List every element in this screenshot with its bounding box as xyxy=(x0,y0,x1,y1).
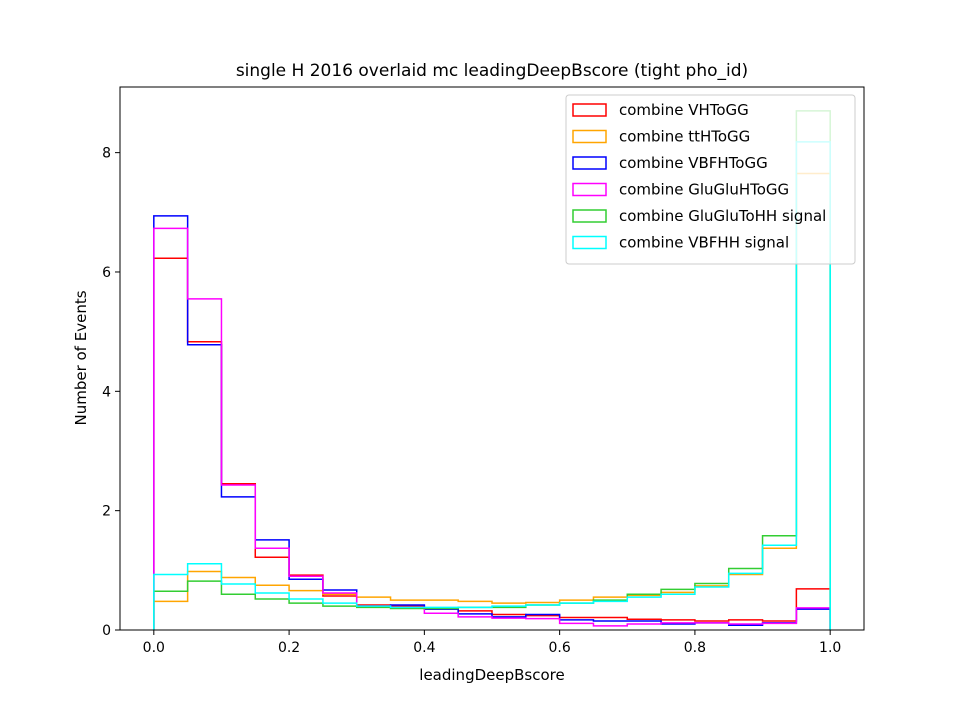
legend-label: combine VBFHToGG xyxy=(619,154,768,172)
legend-swatch xyxy=(572,209,607,223)
x-tick-label: 1.0 xyxy=(819,640,841,656)
legend-swatch xyxy=(572,156,607,170)
histogram-series-4 xyxy=(153,227,831,630)
y-tick-label: 4 xyxy=(102,384,111,400)
legend-label: combine VHToGG xyxy=(619,101,749,119)
axes-frame xyxy=(119,86,865,631)
x-tick-label: 0.8 xyxy=(684,640,706,656)
legend-swatch xyxy=(572,103,607,117)
legend-label: combine GluGluHToGG xyxy=(619,181,789,199)
legend-swatch xyxy=(572,235,607,250)
legend-box xyxy=(565,94,856,265)
y-axis-label: Number of Events xyxy=(72,290,90,425)
chart-title: single H 2016 overlaid mc leadingDeepBsc… xyxy=(236,61,748,81)
legend-label: combine GluGluToHH signal xyxy=(619,207,826,225)
x-tick-label: 0.2 xyxy=(278,640,300,656)
legend-swatch xyxy=(572,129,607,144)
y-tick-label: 2 xyxy=(102,504,111,520)
y-tick-label: 8 xyxy=(102,146,111,162)
x-axis-label: leadingDeepBscore xyxy=(419,666,564,684)
y-tick-label: 0 xyxy=(102,623,111,639)
x-tick-label: 0.4 xyxy=(413,640,435,656)
legend-label: combine VBFHH signal xyxy=(619,234,789,252)
histogram-series-6 xyxy=(153,141,831,630)
plot-area: 0.0 0.2 0.4 0.6 0.8 1.0 0 2 4 6 8 combine VHToGG com… xyxy=(102,86,865,656)
legend-swatch xyxy=(572,182,607,197)
x-tick-label: 0.0 xyxy=(143,640,165,656)
legend-label: combine ttHToGG xyxy=(619,128,750,146)
x-tick-label: 0.6 xyxy=(549,640,571,656)
y-tick-label: 6 xyxy=(102,265,111,281)
